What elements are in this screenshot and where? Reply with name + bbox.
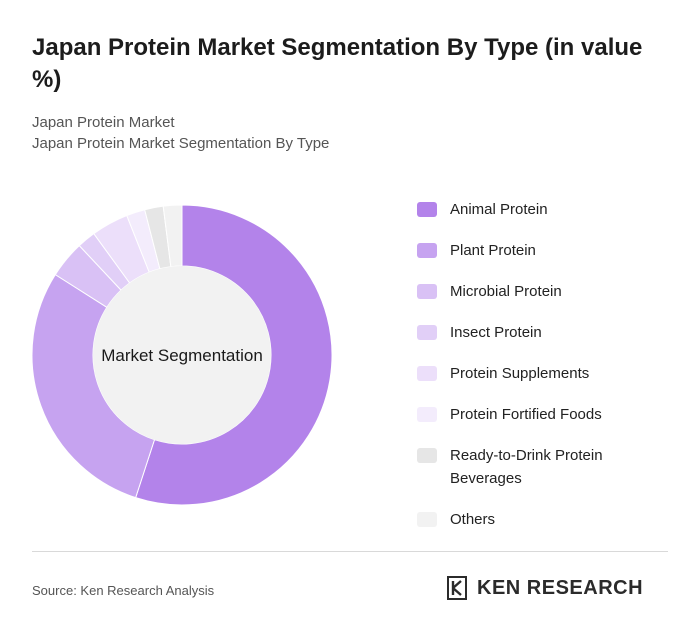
legend-label: Ready-to-Drink Protein Beverages bbox=[450, 447, 603, 487]
donut-chart: Market Segmentation bbox=[31, 204, 333, 506]
legend-item[interactable]: Animal Protein bbox=[417, 198, 677, 221]
legend-swatch bbox=[417, 325, 437, 340]
subtitle-market: Japan Protein Market bbox=[32, 114, 175, 131]
legend-swatch bbox=[417, 366, 437, 381]
brand-name: KEN RESEARCH bbox=[477, 576, 644, 599]
legend-swatch bbox=[417, 243, 437, 258]
legend-label: Insect Protein bbox=[450, 324, 542, 341]
legend-swatch bbox=[417, 284, 437, 299]
donut-center-label: Market Segmentation bbox=[101, 346, 263, 365]
legend-item[interactable]: Plant Protein bbox=[417, 239, 677, 262]
legend-label: Plant Protein bbox=[450, 242, 536, 259]
donut-slice-plant-protein[interactable] bbox=[31, 273, 156, 499]
donut-center bbox=[93, 266, 271, 444]
legend-swatch bbox=[417, 512, 437, 527]
brand-logo: KEN RESEARCH bbox=[447, 576, 643, 600]
chart-legend: Animal Protein Plant Protein Microbial Pro… bbox=[417, 198, 677, 549]
ken-research-logo-icon bbox=[447, 576, 467, 600]
legend-label: Microbial Protein bbox=[450, 283, 562, 300]
subtitles: Japan Protein Market Japan Protein Marke… bbox=[32, 112, 329, 154]
legend-swatch bbox=[417, 202, 437, 217]
legend-item[interactable]: Protein Fortified Foods bbox=[417, 403, 677, 426]
legend-item[interactable]: Protein Supplements bbox=[417, 362, 677, 385]
legend-item[interactable]: Others bbox=[417, 508, 677, 531]
legend-label: Protein Supplements bbox=[450, 365, 590, 382]
legend-label: Protein Fortified Foods bbox=[450, 406, 602, 423]
donut-chart-container: Market Segmentation bbox=[30, 203, 334, 507]
footer-divider bbox=[32, 551, 668, 552]
legend-item[interactable]: Microbial Protein bbox=[417, 280, 677, 303]
legend-swatch bbox=[417, 448, 437, 463]
legend-item[interactable]: Ready-to-Drink Protein Beverages bbox=[417, 444, 677, 490]
subtitle-segmentation: Japan Protein Market Segmentation By Typ… bbox=[32, 135, 330, 152]
page-title: Japan Protein Market Segmentation By Typ… bbox=[32, 34, 643, 93]
source-text: Source: Ken Research Analysis bbox=[32, 583, 215, 598]
legend-label: Animal Protein bbox=[450, 201, 548, 218]
legend-swatch bbox=[417, 407, 437, 422]
legend-item[interactable]: Insect Protein bbox=[417, 321, 677, 344]
legend-label: Others bbox=[450, 511, 496, 528]
